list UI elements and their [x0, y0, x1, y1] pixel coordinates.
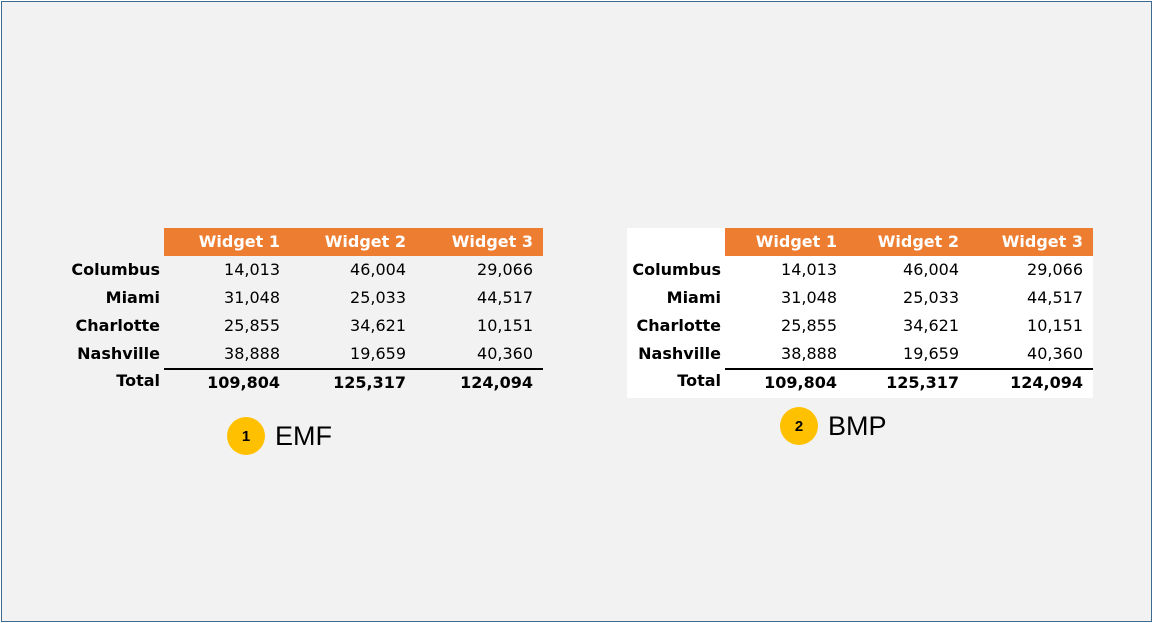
table-row: Columbus 14,013 46,004 29,066: [627, 256, 1093, 284]
total-row: Total 109,804 125,317 124,094: [64, 368, 543, 396]
cell-value: 34,621: [350, 316, 406, 335]
total-label: Total: [677, 371, 721, 390]
row-label: Nashville: [638, 344, 721, 363]
cell-value: 46,004: [350, 260, 406, 279]
total-value: 109,804: [725, 368, 847, 396]
row-label: Charlotte: [636, 316, 721, 335]
cell-value: 29,066: [477, 260, 533, 279]
header-widget-3: Widget 3: [969, 228, 1093, 256]
badge-label-emf: EMF: [275, 420, 332, 451]
total-label: Total: [116, 371, 160, 390]
cell-value: 40,360: [1027, 344, 1083, 363]
cell-value: 31,048: [781, 288, 837, 307]
table-row: Miami 31,048 25,033 44,517: [627, 284, 1093, 312]
total-value: 124,094: [969, 368, 1093, 396]
table-row: Charlotte 25,855 34,621 10,151: [64, 312, 543, 340]
cell-value: 31,048: [224, 288, 280, 307]
total-value: 109,804: [164, 368, 290, 396]
badge-number-2: 2: [780, 407, 818, 445]
table-row: Columbus 14,013 46,004 29,066: [64, 256, 543, 284]
row-label: Nashville: [77, 344, 160, 363]
header-row: Widget 1 Widget 2 Widget 3: [627, 228, 1093, 256]
cell-value: 25,033: [903, 288, 959, 307]
corner-cell: [627, 228, 725, 256]
cell-value: 44,517: [1027, 288, 1083, 307]
cell-value: 25,855: [781, 316, 837, 335]
total-value: 125,317: [290, 368, 416, 396]
cell-value: 19,659: [903, 344, 959, 363]
header-widget-1: Widget 1: [164, 228, 290, 256]
header-widget-2: Widget 2: [290, 228, 416, 256]
cell-value: 25,855: [224, 316, 280, 335]
table-row: Nashville 38,888 19,659 40,360: [627, 340, 1093, 368]
cell-value: 40,360: [477, 344, 533, 363]
row-label: Miami: [105, 288, 160, 307]
table-row: Miami 31,048 25,033 44,517: [64, 284, 543, 312]
corner-cell: [64, 228, 164, 256]
cell-value: 44,517: [477, 288, 533, 307]
badge-number-1: 1: [227, 417, 265, 455]
table-row: Nashville 38,888 19,659 40,360: [64, 340, 543, 368]
cell-value: 19,659: [350, 344, 406, 363]
bmp-badge: 2 BMP: [780, 407, 887, 445]
cell-value: 25,033: [350, 288, 406, 307]
row-label: Miami: [666, 288, 721, 307]
row-label: Columbus: [632, 260, 721, 279]
cell-value: 14,013: [224, 260, 280, 279]
header-widget-3: Widget 3: [416, 228, 543, 256]
cell-value: 38,888: [224, 344, 280, 363]
header-widget-1: Widget 1: [725, 228, 847, 256]
emf-table: Widget 1 Widget 2 Widget 3 Columbus 14,0…: [64, 228, 543, 396]
emf-badge: 1 EMF: [227, 417, 332, 455]
header-row: Widget 1 Widget 2 Widget 3: [64, 228, 543, 256]
table-row: Charlotte 25,855 34,621 10,151: [627, 312, 1093, 340]
total-row: Total 109,804 125,317 124,094: [627, 368, 1093, 396]
bmp-table: Widget 1 Widget 2 Widget 3 Columbus 14,0…: [627, 228, 1093, 398]
row-label: Charlotte: [75, 316, 160, 335]
cell-value: 29,066: [1027, 260, 1083, 279]
cell-value: 10,151: [1027, 316, 1083, 335]
header-widget-2: Widget 2: [847, 228, 969, 256]
cell-value: 38,888: [781, 344, 837, 363]
cell-value: 14,013: [781, 260, 837, 279]
cell-value: 10,151: [477, 316, 533, 335]
cell-value: 34,621: [903, 316, 959, 335]
total-value: 125,317: [847, 368, 969, 396]
cell-value: 46,004: [903, 260, 959, 279]
row-label: Columbus: [71, 260, 160, 279]
badge-label-bmp: BMP: [828, 410, 887, 441]
total-value: 124,094: [416, 368, 543, 396]
